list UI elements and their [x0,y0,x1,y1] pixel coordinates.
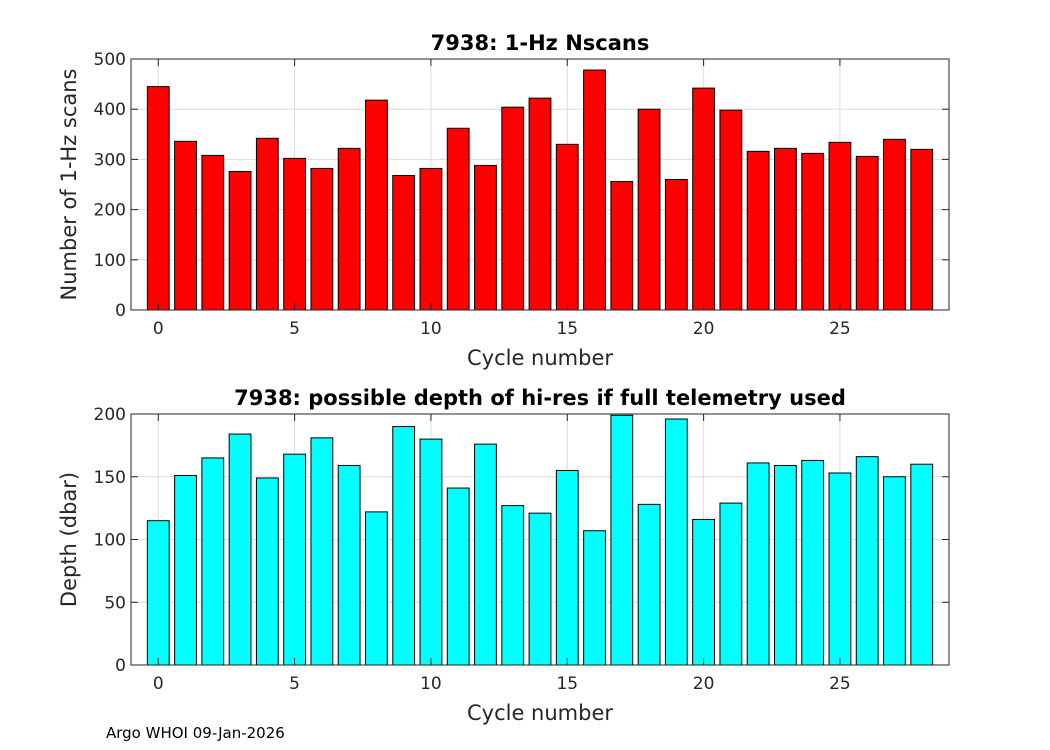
footer-credit: Argo WHOI 09-Jan-2026 [106,724,285,742]
y-tick-label: 400 [94,100,126,120]
x-tick-label: 5 [289,674,300,694]
bar-cycle-25 [828,472,852,666]
x-tick-label: 25 [829,674,851,694]
bar-cycle-28 [910,463,934,666]
bar-cycle-15 [555,143,579,311]
bar-cycle-16 [583,69,606,311]
bar-cycle-10 [419,167,443,311]
bar-cycle-4 [255,137,279,311]
bar-cycle-19 [664,418,688,666]
bar-cycle-12 [474,443,497,666]
y-tick-label: 300 [94,150,126,170]
bar-cycle-2 [201,154,225,311]
bar-cycle-16 [583,530,606,666]
bar-cycle-21 [719,109,743,311]
bar-cycle-18 [637,108,661,311]
chart-nscans: 0 5 10 15 20 25 0 100 200 300 400 500 7938: 1-Hz Nsc… [57,31,950,370]
bar-cycle-19 [664,178,688,311]
bar-cycle-8 [364,99,388,311]
y-tick-label: 100 [94,251,126,271]
bar-cycle-10 [419,438,443,666]
bar-cycle-15 [555,469,579,666]
bar-cycle-24 [801,152,825,311]
bar-cycle-17 [610,414,634,666]
bar-cycle-27 [883,138,906,311]
bar-cycle-12 [474,164,497,311]
bar-cycle-11 [446,127,470,311]
bar-cycle-26 [855,155,879,311]
y-tick-label: 0 [115,301,126,321]
x-tick-label: 20 [693,674,715,694]
bar-cycle-22 [746,150,770,311]
bar-cycle-20 [692,87,716,311]
bar-cycle-9 [392,426,416,666]
bar-cycle-5 [283,453,307,666]
bar-cycle-13 [501,106,525,311]
bar-cycle-6 [310,167,334,311]
x-tick-label: 0 [153,319,164,339]
chart-depth: 0 5 10 15 20 25 0 50 100 150 200 7938: possible dep… [57,386,950,725]
x-tick-label: 10 [420,674,442,694]
x-tick-label: 20 [693,319,715,339]
x-tick-label: 5 [289,319,300,339]
bar-cycle-6 [310,437,334,666]
bar-cycle-24 [801,459,825,666]
bar-cycle-23 [773,147,797,311]
bar-cycle-1 [174,474,197,666]
bar-cycle-21 [719,502,743,666]
y-tick-label: 0 [115,656,126,676]
x-axis-label: Cycle number [467,701,613,725]
bar-cycle-22 [746,462,770,666]
bar-cycle-26 [855,456,879,666]
x-tick-label: 25 [829,319,851,339]
y-tick-label: 50 [104,593,126,613]
bar-cycle-27 [883,476,906,666]
bar-cycle-17 [610,180,634,311]
bar-cycle-7 [337,147,361,311]
bar-cycle-0 [146,86,170,311]
bar-cycle-20 [692,518,716,666]
bar-cycle-2 [201,457,225,666]
bar-cycle-9 [392,174,416,311]
y-tick-label: 200 [94,405,126,425]
bar-cycle-7 [337,464,361,666]
bar-cycle-5 [283,157,307,311]
bar-cycle-1 [174,140,197,311]
bar-cycle-8 [364,511,388,666]
y-axis-label: Number of 1-Hz scans [57,69,81,301]
x-tick-label: 15 [556,319,578,339]
bar-cycle-0 [146,520,170,666]
bar-cycle-4 [255,477,279,666]
axes-box [130,58,950,311]
y-axis-label: Depth (dbar) [57,472,81,607]
bar-cycle-18 [637,503,661,666]
bar-cycle-14 [528,97,552,311]
bar-cycle-23 [773,464,797,666]
bar-cycle-14 [528,512,552,666]
y-tick-label: 150 [94,468,126,488]
bar-cycle-11 [446,487,470,666]
bar-cycle-3 [228,170,252,311]
x-tick-label: 0 [153,674,164,694]
x-axis-label: Cycle number [467,346,613,370]
bar-cycle-3 [228,433,252,666]
bar-cycle-28 [910,148,934,311]
bar-cycle-13 [501,505,525,666]
y-tick-label: 100 [94,531,126,551]
y-tick-label: 200 [94,201,126,221]
x-tick-label: 10 [420,319,442,339]
chart-title: 7938: 1-Hz Nscans [431,31,650,55]
x-tick-label: 15 [556,674,578,694]
chart-title: 7938: possible depth of hi-res if full t… [234,386,846,410]
y-tick-label: 500 [94,50,126,70]
bar-cycle-25 [828,141,852,311]
